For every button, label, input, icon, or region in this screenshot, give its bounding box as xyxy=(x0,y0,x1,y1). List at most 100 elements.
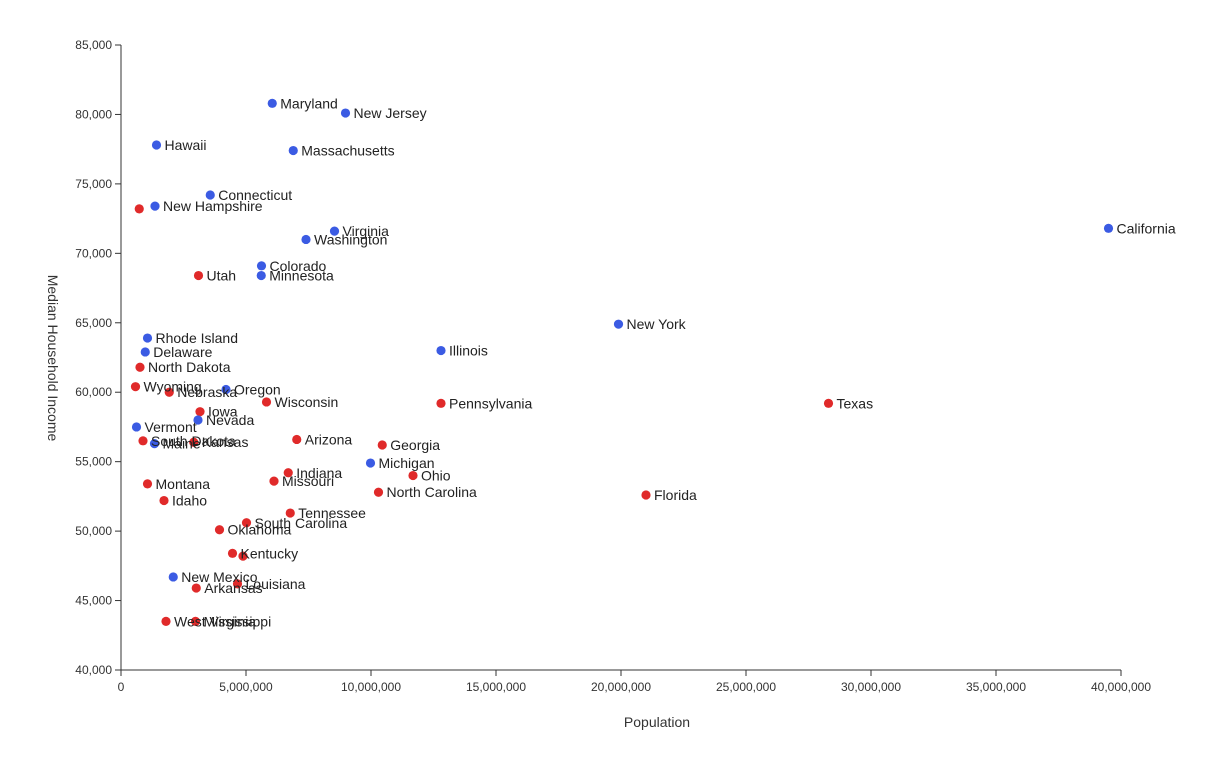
data-point[interactable] xyxy=(142,479,153,489)
data-point[interactable] xyxy=(365,458,376,468)
point-label: Missouri xyxy=(282,473,334,489)
data-point[interactable] xyxy=(373,487,384,497)
point-label: Illinois xyxy=(449,343,488,359)
data-point[interactable] xyxy=(261,397,272,407)
point-label: Arkansas xyxy=(204,580,262,596)
data-point[interactable] xyxy=(238,551,248,561)
data-point[interactable] xyxy=(269,476,279,486)
data-point[interactable] xyxy=(613,319,624,329)
point-label: Rhode Island xyxy=(156,330,239,346)
point-label: Ohio xyxy=(421,468,451,484)
data-point[interactable] xyxy=(283,468,293,478)
x-axis: 0 5,000,000 10,000,000 15,000,000 20,000,000… xyxy=(118,669,1151,694)
data-point[interactable] xyxy=(214,525,225,535)
y-axis-title: Median Household Income xyxy=(45,275,61,442)
data-point[interactable] xyxy=(408,470,418,481)
y-tick-label: 65,000 xyxy=(75,316,112,330)
data-point[interactable] xyxy=(135,362,145,372)
x-tick-label: 0 xyxy=(118,680,125,694)
point-label: Tennessee xyxy=(298,505,366,521)
y-tick-label: 85,000 xyxy=(75,38,112,52)
point-label: Michigan xyxy=(379,455,435,471)
y-axis: 40,000 45,000 50,000 55,000 60,000 65,000 70,0… xyxy=(75,38,122,677)
data-point[interactable] xyxy=(227,548,238,558)
x-tick-label: 40,000,000 xyxy=(1091,680,1151,694)
point-label: Mississippi xyxy=(204,613,272,629)
data-point[interactable] xyxy=(205,190,215,200)
data-point[interactable] xyxy=(436,345,446,356)
y-tick-label: 80,000 xyxy=(75,107,112,121)
point-label: Oregon xyxy=(234,381,281,397)
point-label: Massachusetts xyxy=(301,143,394,159)
data-point[interactable] xyxy=(142,333,153,343)
point-labels: Maryland New Jersey Hawaii Massachusetts Con… xyxy=(144,95,1176,629)
data-point[interactable] xyxy=(823,398,834,408)
data-point[interactable] xyxy=(641,490,651,500)
data-point[interactable] xyxy=(232,579,243,589)
data-point[interactable] xyxy=(131,422,142,432)
point-label: West Virginia xyxy=(174,613,256,629)
data-point[interactable] xyxy=(193,415,203,425)
data-point[interactable] xyxy=(241,518,252,528)
data-point[interactable] xyxy=(329,226,340,236)
data-point[interactable] xyxy=(377,440,387,450)
point-label: New York xyxy=(627,316,687,332)
data-point[interactable] xyxy=(436,398,446,408)
point-label: Washington xyxy=(314,231,387,247)
data-point[interactable] xyxy=(161,616,171,626)
data-point[interactable] xyxy=(150,201,160,211)
y-tick-label: 70,000 xyxy=(75,246,112,260)
point-label: Florida xyxy=(654,487,697,503)
point-label: Idaho xyxy=(172,493,207,509)
x-axis-title: Population xyxy=(624,714,690,730)
data-point[interactable] xyxy=(190,616,201,626)
data-point[interactable] xyxy=(256,261,267,271)
data-point[interactable] xyxy=(138,436,148,446)
data-point[interactable] xyxy=(221,384,231,395)
point-label: New Jersey xyxy=(354,105,427,121)
data-point[interactable] xyxy=(140,347,150,357)
y-tick-label: 75,000 xyxy=(75,177,112,191)
data-point[interactable] xyxy=(164,387,174,397)
point-label: Vermont xyxy=(145,419,197,435)
point-label: Indiana xyxy=(296,465,342,481)
data-point[interactable] xyxy=(285,508,295,518)
x-tick-label: 30,000,000 xyxy=(841,680,901,694)
data-point[interactable] xyxy=(168,572,178,582)
point-label: Louisiana xyxy=(246,576,306,592)
y-tick-label: 50,000 xyxy=(75,524,112,538)
point-label: Wisconsin xyxy=(275,394,339,410)
data-point[interactable] xyxy=(256,270,266,281)
data-point[interactable] xyxy=(288,145,298,156)
x-tick-label: 20,000,000 xyxy=(591,680,651,694)
data-point[interactable] xyxy=(189,437,199,447)
data-point[interactable] xyxy=(130,382,141,392)
y-tick-label: 40,000 xyxy=(75,663,112,677)
x-tick-label: 35,000,000 xyxy=(966,680,1026,694)
data-point[interactable] xyxy=(1103,223,1114,233)
data-point[interactable] xyxy=(292,434,302,445)
data-point[interactable] xyxy=(151,140,162,150)
data-point[interactable] xyxy=(195,407,205,417)
point-label: Utah xyxy=(207,268,237,284)
y-tick-label: 60,000 xyxy=(75,385,112,399)
y-tick-label: 55,000 xyxy=(75,455,112,469)
point-label: Wyoming xyxy=(144,379,202,395)
data-point[interactable] xyxy=(301,234,311,245)
data-point[interactable] xyxy=(193,270,204,281)
point-label: Maine xyxy=(163,436,201,452)
point-label: Montana xyxy=(156,476,211,492)
point-label: Iowa xyxy=(208,404,238,420)
data-point[interactable] xyxy=(134,204,144,214)
data-point[interactable] xyxy=(159,495,169,506)
x-tick-label: 25,000,000 xyxy=(716,680,776,694)
point-label: New Mexico xyxy=(181,569,257,585)
data-point[interactable] xyxy=(340,108,351,118)
x-tick-label: 5,000,000 xyxy=(219,680,273,694)
data-point[interactable] xyxy=(267,98,277,108)
point-label: Connecticut xyxy=(218,187,292,203)
data-point[interactable] xyxy=(149,439,160,449)
point-label: Maryland xyxy=(280,95,338,111)
data-point[interactable] xyxy=(191,583,201,593)
